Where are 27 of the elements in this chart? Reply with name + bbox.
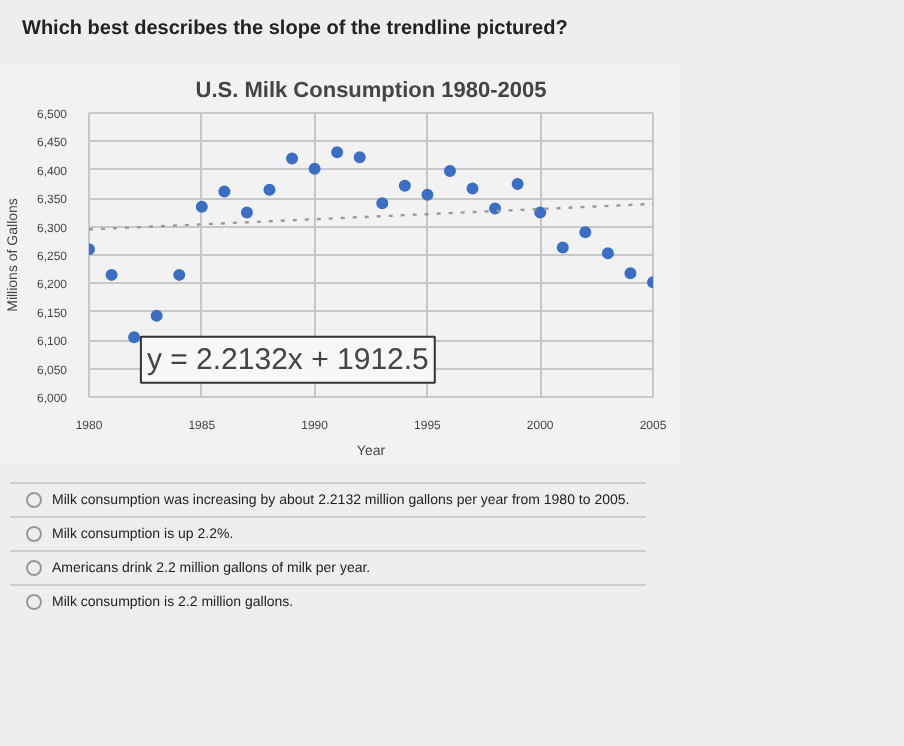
point: [443, 164, 456, 177]
point: [240, 206, 253, 219]
point: [556, 241, 569, 254]
point: [421, 188, 434, 201]
point: [105, 268, 118, 281]
point: [263, 183, 276, 196]
point: [195, 200, 208, 213]
point: [376, 197, 389, 210]
point: [624, 267, 637, 280]
point: [489, 202, 502, 215]
point: [601, 247, 614, 260]
point: [579, 226, 592, 239]
point: [128, 331, 141, 344]
point: [534, 206, 547, 219]
point: [353, 151, 366, 164]
point: [173, 268, 186, 281]
point: [308, 162, 321, 175]
text: Which best describes the slope of the trendline pictured?: [20, 16, 570, 44]
point: [466, 182, 479, 195]
point: [331, 146, 344, 159]
point: [150, 309, 163, 322]
point: [286, 152, 299, 165]
point: [218, 185, 231, 198]
point: [511, 178, 524, 190]
annotation: y = 2.2132x + 1912.5: [146, 342, 429, 377]
chart-title: U.S. Milk Consumption 1980-2005: [195, 79, 547, 103]
point: [398, 179, 411, 192]
